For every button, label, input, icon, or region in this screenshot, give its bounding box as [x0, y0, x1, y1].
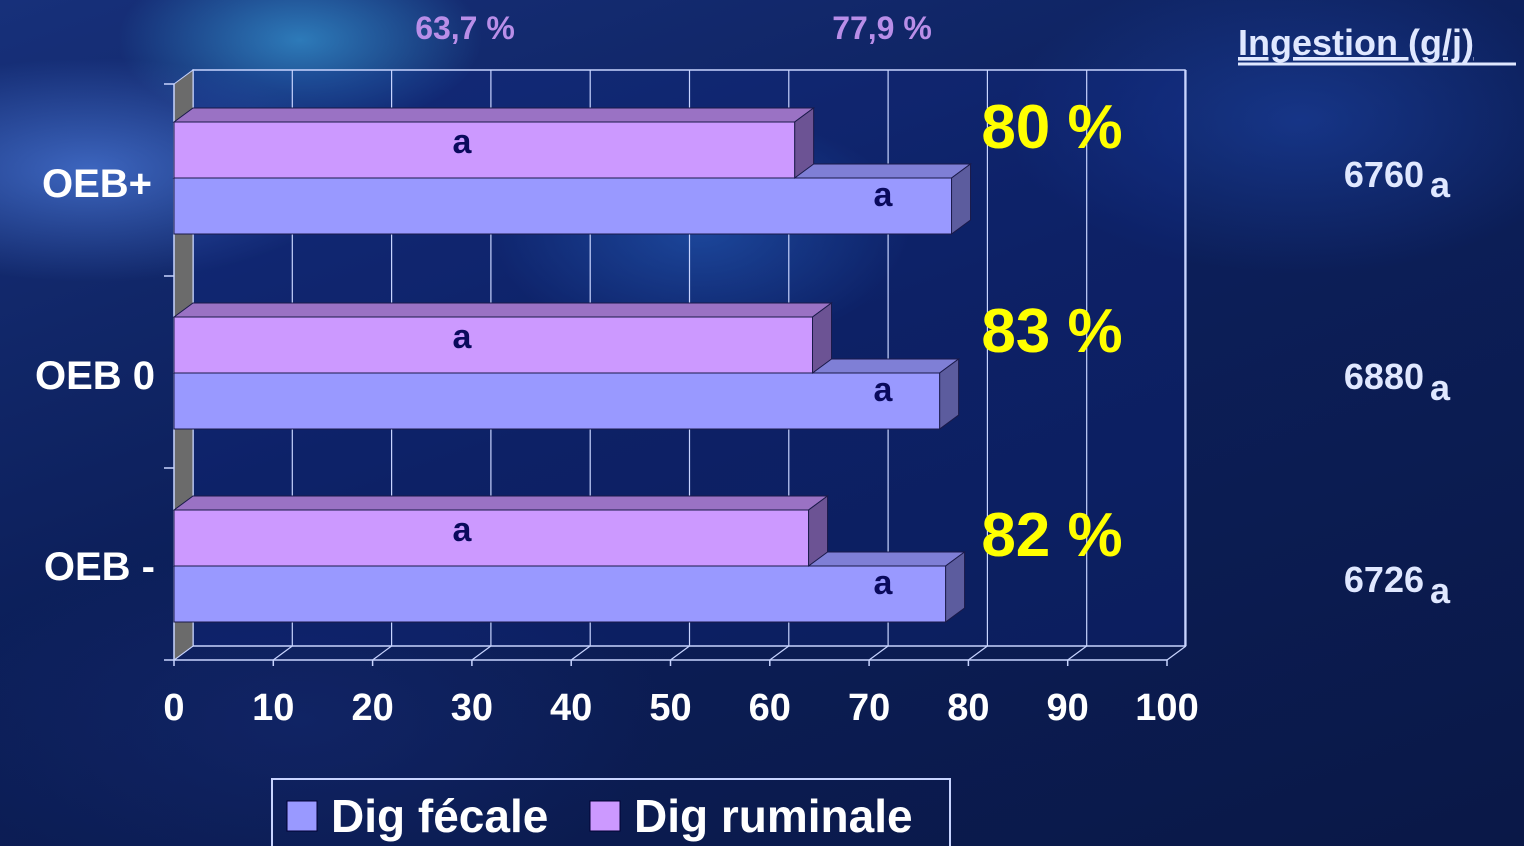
bar-fecal [173, 177, 953, 235]
category-label-oeb-zero: OEB 0 [35, 354, 155, 398]
legend-label-ruminal: Dig ruminale [634, 790, 913, 842]
ingestion-value-oeb-plus: 6760 [1344, 154, 1424, 195]
ingestion-title: Ingestion (g/j) [1238, 22, 1474, 63]
plot-floor [173, 645, 1187, 661]
significance-letters: a a a a a a [453, 123, 894, 602]
floor-line [272, 645, 293, 661]
sig-letter-fecal: a [874, 176, 894, 214]
x-tick-label: 60 [749, 687, 791, 729]
x-tick-label: 100 [1135, 687, 1198, 729]
sig-letter-ruminal: a [453, 511, 473, 549]
sig-letter-fecal: a [874, 371, 894, 409]
x-tick-label: 80 [947, 687, 989, 729]
floor-line [471, 645, 492, 661]
x-tick-label: 50 [649, 687, 691, 729]
floor-line [372, 645, 392, 661]
bar-ruminal-top [172, 302, 834, 318]
bar-ruminal [173, 316, 813, 374]
bar-series [172, 107, 973, 623]
x-tick-label: 90 [1047, 687, 1089, 729]
x-tick-label: 30 [451, 687, 493, 729]
legend-label-fecal: Dig fécale [331, 790, 548, 842]
floor-line [1067, 645, 1088, 661]
floor-line [968, 645, 988, 661]
legend-swatch-ruminal [589, 800, 621, 832]
category-label-oeb-minus: OEB - [44, 545, 155, 589]
floor-line [1166, 645, 1187, 661]
top-label-fecal: 77,9 % [832, 10, 932, 46]
sig-letter-fecal: a [874, 564, 894, 602]
bar-fecal [173, 372, 941, 430]
floor-line [769, 645, 790, 661]
ratio-label-oeb-zero: 83 % [981, 297, 1122, 366]
x-tick-label: 70 [848, 687, 890, 729]
legend: Dig fécale Dig ruminale [271, 778, 951, 846]
x-tick-label: 0 [163, 687, 184, 729]
top-label-ruminal: 63,7 % [415, 10, 515, 46]
ingestion-letter-oeb-plus: a [1430, 164, 1451, 205]
category-label-oeb-plus: OEB+ [42, 162, 152, 206]
floor-line [670, 645, 690, 661]
bar-fecal [173, 565, 947, 623]
bar-ruminal [173, 121, 796, 179]
bar-ruminal-top [172, 495, 830, 511]
legend-swatch-fecal [286, 800, 318, 832]
ratio-label-oeb-plus: 80 % [981, 93, 1122, 162]
bar-ruminal [173, 509, 810, 567]
floor-line [570, 645, 591, 661]
x-tick-label: 20 [351, 687, 393, 729]
ingestion-value-oeb-zero: 6880 [1344, 356, 1424, 397]
ingestion-letter-oeb-minus: a [1430, 570, 1451, 611]
x-tick-label: 10 [252, 687, 294, 729]
bar-ruminal-top [172, 107, 816, 123]
ingestion-letter-oeb-zero: a [1430, 367, 1451, 408]
ratio-label-oeb-minus: 82 % [981, 501, 1122, 570]
ingestion-value-oeb-minus: 6726 [1344, 559, 1424, 600]
floor-line [868, 645, 889, 661]
sig-letter-ruminal: a [453, 318, 473, 356]
legend-box [271, 778, 951, 846]
sig-letter-ruminal: a [453, 123, 473, 161]
x-tick-label: 40 [550, 687, 592, 729]
